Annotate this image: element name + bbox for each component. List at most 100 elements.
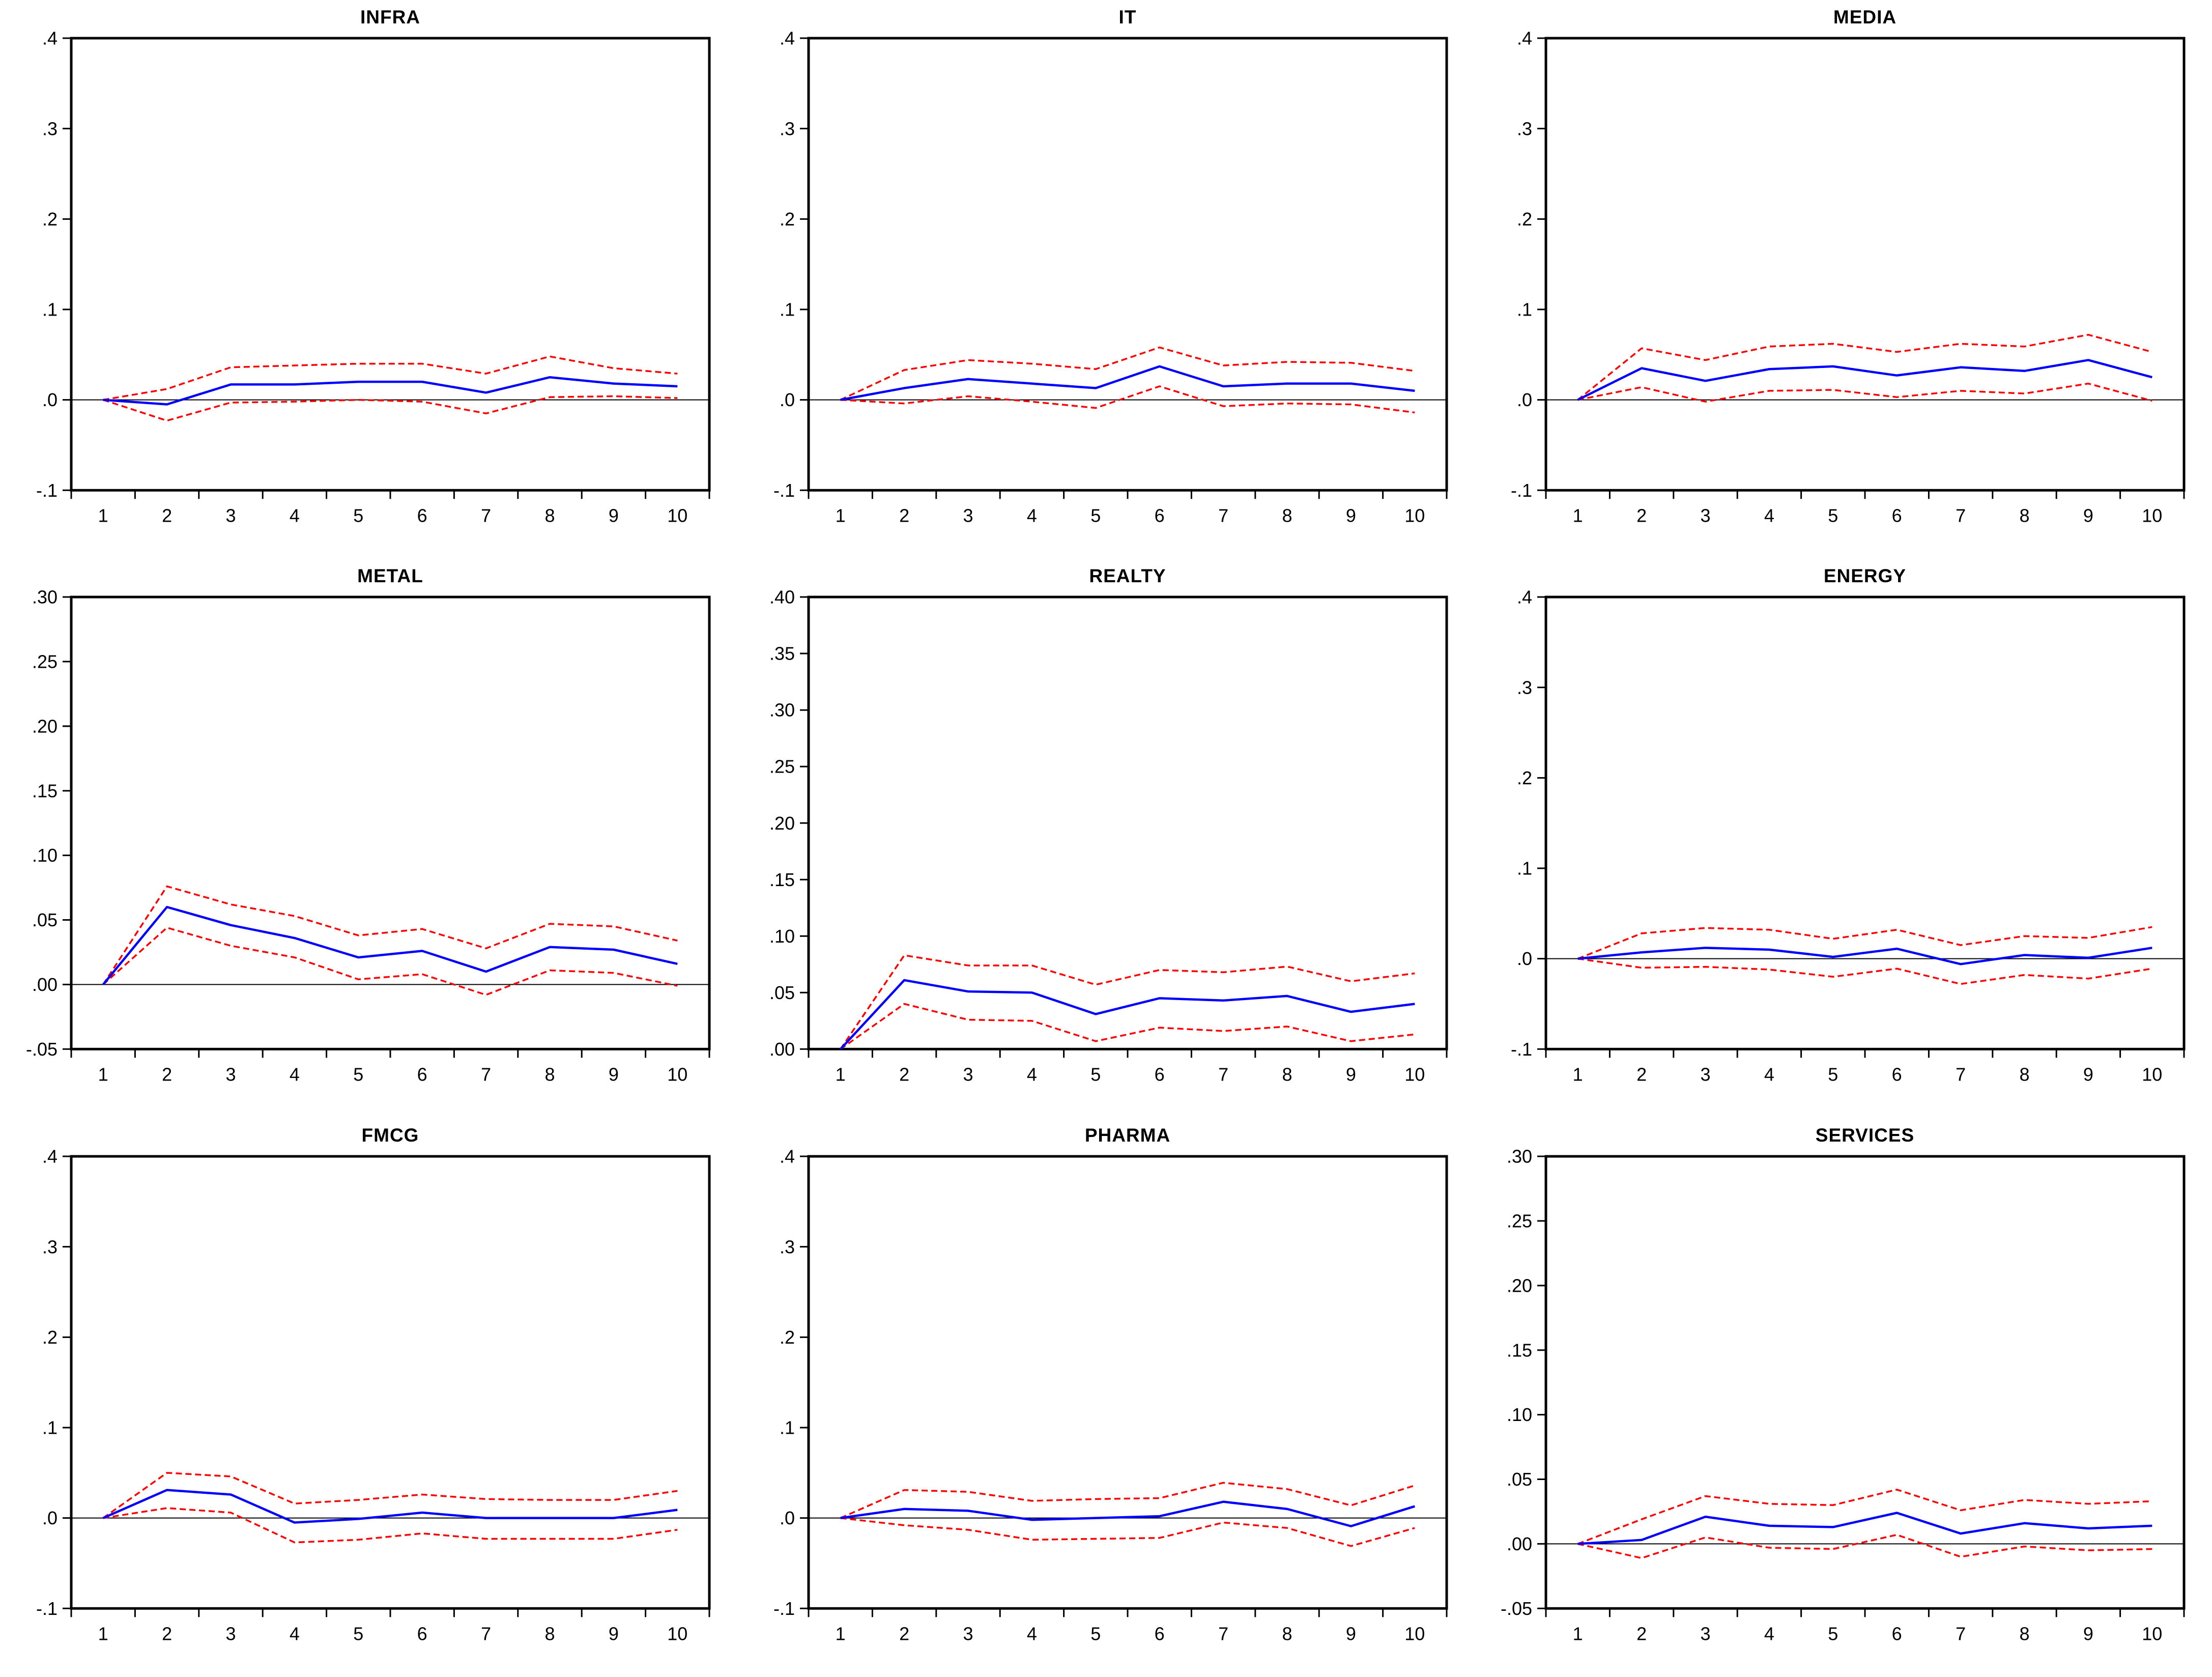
- x-tick-label: 5: [1828, 505, 1838, 526]
- y-tick-label: -.1: [1511, 1039, 1532, 1060]
- y-tick-label: .3: [780, 1236, 795, 1257]
- x-tick-label: 10: [667, 1623, 687, 1644]
- x-tick-label: 3: [963, 1064, 973, 1085]
- upper-band-line: [840, 1482, 1415, 1519]
- x-tick-label: 8: [1282, 505, 1292, 526]
- x-tick-label: 7: [1956, 1064, 1966, 1085]
- irf-chart-realty: REALTY .40 .35 .30 .25 .20 .15 .10 .05 .00 1 2 3 4 5 6 7…: [769, 565, 1448, 1085]
- x-tick-label: 9: [1346, 1064, 1356, 1085]
- x-tick-label: 6: [1892, 1623, 1902, 1644]
- x-tick-label: 9: [609, 1064, 619, 1085]
- lower-band-line: [840, 1003, 1415, 1050]
- response-line: [840, 979, 1415, 1050]
- y-tick-label: .25: [769, 756, 795, 777]
- chart-panel-realty: REALTY .40 .35 .30 .25 .20 .15 .10 .05 .00 1 2 3 4 5 6 7…: [737, 559, 1475, 1118]
- chart-panel-fmcg: FMCG .4 .3 .2 .1 .0 -.1 1 2 3 4 5 6 7 8 9 10: [0, 1118, 737, 1677]
- y-tick-label: .20: [769, 813, 795, 834]
- x-tick-label: 6: [1155, 1064, 1165, 1085]
- chart-title: INFRA: [360, 7, 420, 27]
- chart-title: SERVICES: [1816, 1125, 1914, 1146]
- upper-band-line: [1577, 926, 2152, 960]
- x-tick-label: 10: [667, 505, 687, 526]
- y-tick-label: .25: [32, 651, 58, 672]
- y-tick-label: .2: [1517, 768, 1532, 788]
- x-tick-label: 4: [290, 505, 300, 526]
- x-tick-label: 5: [353, 505, 363, 526]
- x-tick-label: 1: [98, 505, 108, 526]
- y-tick-label: .1: [780, 299, 795, 320]
- y-tick-label: .10: [32, 845, 58, 866]
- y-tick-label: .0: [780, 389, 795, 410]
- x-tick-label: 2: [1636, 1623, 1647, 1644]
- x-tick-label: 10: [1404, 1064, 1425, 1085]
- y-tick-label: .4: [42, 1146, 58, 1167]
- irf-chart-it: IT .4 .3 .2 .1 .0 -.1 1 2 3 4 5 6 7 8 9 10: [773, 7, 1448, 526]
- y-tick-label: .30: [32, 587, 58, 608]
- y-tick-label: .30: [769, 700, 795, 721]
- chart-title: ENERGY: [1824, 565, 1906, 586]
- x-tick-label: 2: [1636, 1064, 1647, 1085]
- x-tick-label: 10: [2142, 1064, 2162, 1085]
- x-tick-label: 7: [481, 1064, 491, 1085]
- lower-band-line: [103, 1507, 678, 1544]
- x-tick-label: 10: [2142, 505, 2162, 526]
- y-tick-label: .1: [42, 299, 58, 320]
- x-tick-label: 7: [481, 505, 491, 526]
- chart-panel-infra: INFRA .4 .3 .2 .1 .0 -.1 1 2 3 4 5 6 7 8 9 10: [0, 0, 737, 559]
- x-tick-label: 3: [963, 505, 973, 526]
- x-tick-label: 9: [1346, 505, 1356, 526]
- x-tick-label: 3: [1700, 1064, 1710, 1085]
- y-tick-label: .25: [1507, 1210, 1532, 1231]
- x-tick-label: 1: [98, 1064, 108, 1085]
- y-tick-label: .40: [769, 587, 795, 608]
- plot-frame: [807, 1155, 1448, 1610]
- lower-band-line: [1577, 1533, 2152, 1559]
- y-tick-label: -.05: [26, 1039, 58, 1060]
- irf-chart-infra: INFRA .4 .3 .2 .1 .0 -.1 1 2 3 4 5 6 7 8 9 10: [36, 7, 711, 526]
- response-line: [1577, 359, 2152, 401]
- x-tick-label: 5: [353, 1623, 363, 1644]
- response-line: [840, 365, 1415, 401]
- x-tick-label: 1: [836, 505, 846, 526]
- y-tick-label: .2: [780, 209, 795, 230]
- x-tick-label: 8: [1282, 1623, 1292, 1644]
- y-tick-label: .1: [780, 1417, 795, 1438]
- y-tick-label: .15: [769, 869, 795, 890]
- y-tick-label: .35: [769, 643, 795, 664]
- y-tick-label: .4: [1517, 28, 1532, 49]
- response-line: [102, 906, 678, 986]
- y-tick-label: .00: [769, 1039, 795, 1060]
- y-tick-label: -.1: [773, 1598, 795, 1619]
- y-tick-label: .4: [1517, 587, 1532, 608]
- x-tick-label: 4: [290, 1623, 300, 1644]
- y-tick-label: -.1: [36, 480, 58, 501]
- y-tick-label: .10: [769, 926, 795, 947]
- x-tick-label: 6: [1155, 1623, 1165, 1644]
- x-tick-label: 4: [1764, 1623, 1774, 1644]
- y-tick-label: -.05: [1501, 1598, 1532, 1619]
- x-tick-label: 5: [1090, 1064, 1101, 1085]
- x-tick-label: 2: [1636, 505, 1647, 526]
- y-tick-label: .30: [1507, 1146, 1532, 1167]
- x-tick-label: 6: [1892, 1064, 1902, 1085]
- lower-band-line: [840, 1517, 1415, 1547]
- plot-frame: [70, 37, 711, 492]
- x-tick-label: 3: [1700, 505, 1710, 526]
- irf-chart-media: MEDIA .4 .3 .2 .1 .0 -.1 1 2 3 4 5 6 7 8 9 10: [1511, 7, 2186, 526]
- y-tick-label: -.1: [1511, 480, 1532, 501]
- x-tick-label: 4: [1764, 505, 1774, 526]
- x-tick-label: 3: [963, 1623, 973, 1644]
- chart-panel-metal: METAL .30 .25 .20 .15 .10 .05 .00 -.05 1 2 3 4 5 6 7 8 9 1…: [0, 559, 737, 1118]
- x-tick-label: 6: [1155, 505, 1165, 526]
- x-tick-label: 7: [481, 1623, 491, 1644]
- irf-chart-services: SERVICES .30 .25 .20 .15 .10 .05 .00 -.05 1 2 3 4 5 6 7…: [1501, 1125, 2186, 1644]
- x-tick-label: 7: [1956, 1623, 1966, 1644]
- x-tick-label: 5: [353, 1064, 363, 1085]
- y-tick-label: .3: [1517, 677, 1532, 698]
- chart-panel-it: IT .4 .3 .2 .1 .0 -.1 1 2 3 4 5 6 7 8 9 10: [737, 0, 1475, 559]
- x-tick-label: 4: [290, 1064, 300, 1085]
- y-tick-label: .4: [780, 28, 795, 49]
- y-tick-label: .0: [42, 1508, 58, 1528]
- y-tick-label: .0: [780, 1508, 795, 1528]
